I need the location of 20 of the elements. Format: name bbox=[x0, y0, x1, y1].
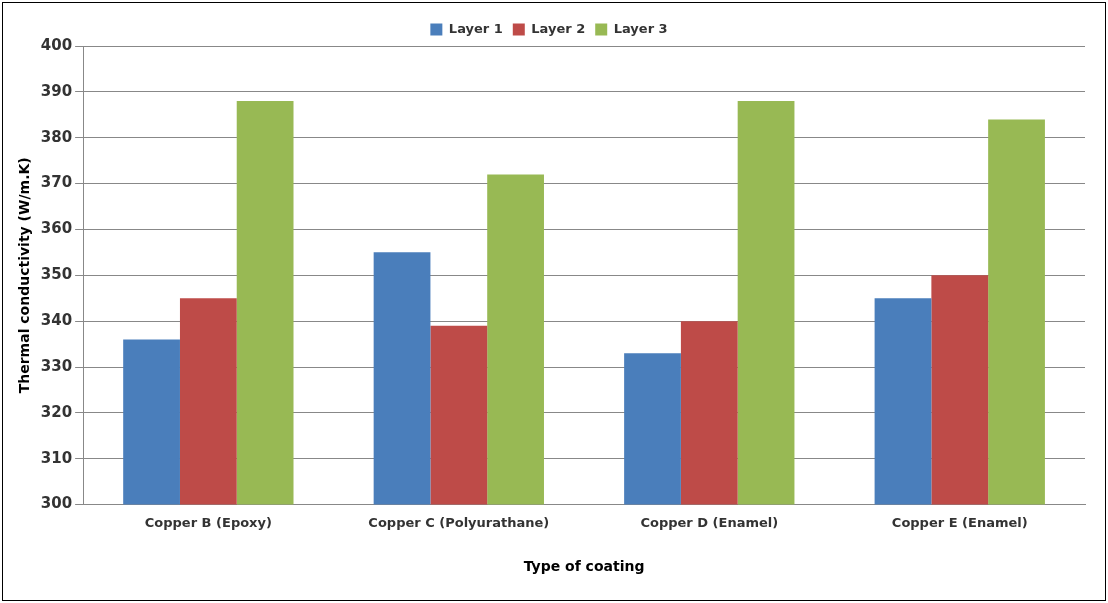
y-tick-label: 330 bbox=[40, 356, 73, 375]
x-tick-label: Copper C (Polyurathane) bbox=[368, 514, 550, 530]
x-axis-title: Type of coating bbox=[523, 558, 645, 575]
legend-label: Layer 2 bbox=[531, 20, 586, 36]
y-tick-label: 320 bbox=[40, 402, 73, 421]
y-tick-label: 400 bbox=[40, 35, 73, 54]
y-tick-label: 380 bbox=[40, 127, 73, 146]
y-tick-label: 310 bbox=[40, 448, 73, 467]
y-tick-label: 390 bbox=[40, 81, 73, 100]
y-axis-title: Thermal conductivity (W/m.K) bbox=[16, 157, 33, 394]
y-tick-label: 370 bbox=[40, 173, 73, 192]
y-tick-label: 340 bbox=[40, 311, 73, 330]
x-tick-label: Copper B (Epoxy) bbox=[144, 514, 272, 530]
y-tick-label: 360 bbox=[40, 219, 73, 238]
x-tick-label: Copper E (Enamel) bbox=[891, 514, 1028, 530]
y-tick-label: 300 bbox=[40, 494, 73, 513]
legend-label: Layer 1 bbox=[448, 20, 503, 36]
legend-label: Layer 3 bbox=[613, 20, 668, 36]
y-tick-label: 350 bbox=[40, 265, 73, 284]
x-tick-label: Copper D (Enamel) bbox=[640, 514, 779, 530]
